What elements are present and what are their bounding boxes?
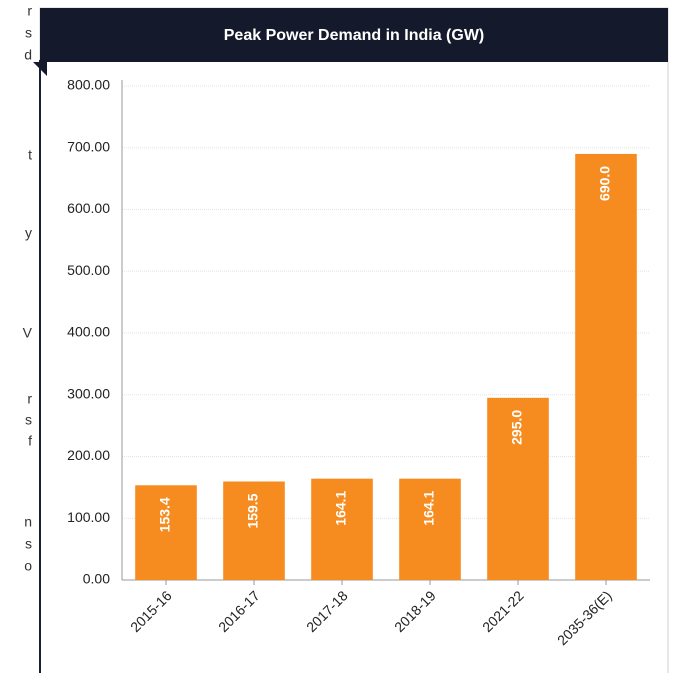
side-text: o: [24, 558, 32, 574]
side-text: n: [24, 514, 32, 530]
y-tick-label: 500.00: [67, 262, 110, 278]
side-text: s: [25, 412, 32, 428]
y-tick-label: 400.00: [67, 324, 110, 340]
bar: [399, 478, 461, 580]
data-label: 164.1: [333, 490, 349, 525]
data-label: 690.0: [597, 166, 613, 201]
y-tick-label: 600.00: [67, 200, 110, 216]
side-text: f: [28, 433, 32, 449]
chart-title: Peak Power Demand in India (GW): [224, 27, 485, 44]
y-tick-label: 200.00: [67, 447, 110, 463]
side-text: r: [27, 3, 32, 19]
data-label: 295.0: [509, 410, 525, 445]
bar: [223, 481, 285, 580]
side-text: t: [28, 147, 32, 163]
y-tick-label: 800.00: [67, 77, 110, 93]
side-text: y: [25, 225, 32, 241]
y-tick-label: 0.00: [83, 571, 110, 587]
bar: [135, 485, 197, 580]
y-tick-label: 700.00: [67, 138, 110, 154]
side-text: V: [23, 325, 33, 341]
bar: [575, 153, 637, 581]
bar: [487, 397, 549, 580]
title-bar: [40, 8, 668, 62]
side-text: r: [27, 391, 32, 407]
data-label: 159.5: [245, 493, 261, 528]
bar: [311, 478, 373, 580]
side-text: s: [25, 536, 32, 552]
data-label: 164.1: [421, 490, 437, 525]
y-tick-label: 100.00: [67, 509, 110, 525]
side-text: d: [24, 47, 32, 63]
side-text: s: [25, 25, 32, 41]
y-tick-label: 300.00: [67, 385, 110, 401]
ribbon-fold: [33, 62, 47, 76]
data-label: 153.4: [157, 497, 173, 532]
